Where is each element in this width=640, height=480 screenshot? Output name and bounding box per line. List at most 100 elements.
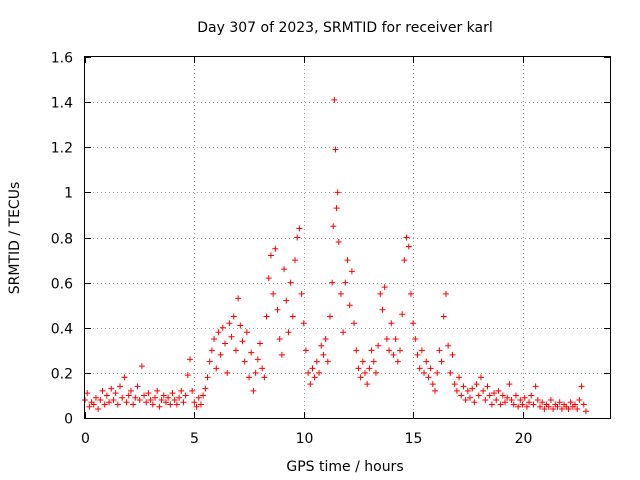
data-point — [442, 290, 449, 297]
data-point — [486, 392, 493, 399]
data-point — [296, 225, 303, 232]
data-point — [362, 369, 368, 376]
data-point — [167, 401, 174, 408]
data-point — [432, 387, 438, 394]
data-point — [558, 405, 565, 412]
data-point — [359, 358, 366, 365]
data-point — [108, 385, 115, 392]
data-point — [298, 290, 305, 297]
data-point — [523, 403, 530, 410]
data-point — [215, 329, 222, 336]
data-point — [176, 394, 183, 401]
data-point — [482, 396, 489, 403]
data-point — [127, 387, 134, 394]
x-tick-labels: 0 5 10 15 20 — [81, 431, 532, 447]
data-point — [497, 401, 504, 408]
data-point — [92, 394, 99, 401]
data-point — [480, 387, 487, 394]
data-point — [364, 381, 371, 388]
data-point — [95, 405, 102, 412]
data-point — [219, 324, 226, 331]
data-point — [550, 405, 557, 412]
data-point — [173, 401, 180, 408]
data-point — [222, 340, 228, 347]
data-point — [132, 394, 139, 401]
data-point — [309, 365, 316, 372]
data-point — [427, 365, 434, 372]
data-point — [134, 383, 141, 390]
x-tick-label: 5 — [190, 431, 199, 447]
data-points — [82, 96, 589, 415]
data-point — [311, 374, 318, 381]
data-point — [226, 320, 233, 327]
data-point — [86, 403, 93, 410]
data-point — [499, 392, 506, 399]
x-tick-label: 10 — [296, 431, 314, 447]
data-point — [528, 392, 535, 399]
data-point — [493, 396, 500, 403]
data-point — [162, 399, 169, 406]
data-point — [386, 347, 393, 354]
data-point — [101, 401, 108, 408]
data-point — [123, 399, 130, 406]
data-point — [165, 394, 172, 401]
data-point — [243, 329, 250, 336]
data-point — [90, 401, 97, 408]
data-point — [471, 399, 478, 406]
y-tick-label: 0.6 — [51, 277, 73, 293]
data-point — [318, 342, 325, 349]
data-point — [138, 363, 145, 370]
data-point — [421, 369, 428, 376]
data-point — [348, 268, 355, 275]
data-point — [534, 396, 541, 403]
data-point — [521, 394, 528, 401]
data-point — [217, 351, 224, 358]
data-point — [189, 387, 196, 394]
data-point — [248, 349, 255, 356]
data-point — [397, 347, 403, 354]
y-tick-label: 0.4 — [51, 322, 73, 338]
data-point — [285, 329, 292, 336]
data-point — [149, 401, 156, 408]
data-point — [440, 313, 447, 320]
data-point — [334, 189, 341, 196]
data-point — [202, 385, 209, 392]
data-point — [351, 320, 358, 327]
data-point — [119, 394, 126, 401]
data-point — [272, 245, 279, 252]
data-point — [510, 401, 517, 408]
data-point — [460, 383, 467, 390]
data-point — [259, 365, 266, 372]
data-point — [232, 347, 239, 354]
data-point — [187, 356, 193, 363]
data-point — [184, 372, 191, 379]
data-point — [368, 347, 375, 354]
data-point — [488, 401, 495, 408]
y-tick-labels: 0 0.2 0.4 0.6 0.8 1 1.2 1.4 1.6 — [51, 51, 73, 428]
data-point — [305, 369, 312, 376]
data-point — [274, 306, 281, 313]
data-point — [410, 320, 417, 327]
data-point — [541, 405, 548, 412]
plot-frame — [84, 56, 611, 419]
data-point — [267, 252, 274, 259]
data-point — [576, 396, 583, 403]
data-point — [434, 369, 441, 376]
data-point — [405, 243, 412, 250]
data-point — [99, 387, 106, 394]
data-point — [160, 392, 167, 399]
data-point — [517, 396, 524, 403]
data-point — [235, 295, 242, 302]
y-axis-label: SRMTID / TECUs — [7, 182, 23, 295]
data-point — [458, 392, 465, 399]
y-tick-label: 0 — [64, 412, 73, 428]
data-point — [158, 396, 165, 403]
data-point — [377, 290, 384, 297]
data-point — [84, 390, 91, 397]
data-point — [502, 399, 508, 406]
y-tick-label: 1 — [64, 186, 73, 202]
data-point — [316, 369, 323, 376]
data-point — [228, 333, 235, 340]
data-point — [346, 302, 353, 309]
